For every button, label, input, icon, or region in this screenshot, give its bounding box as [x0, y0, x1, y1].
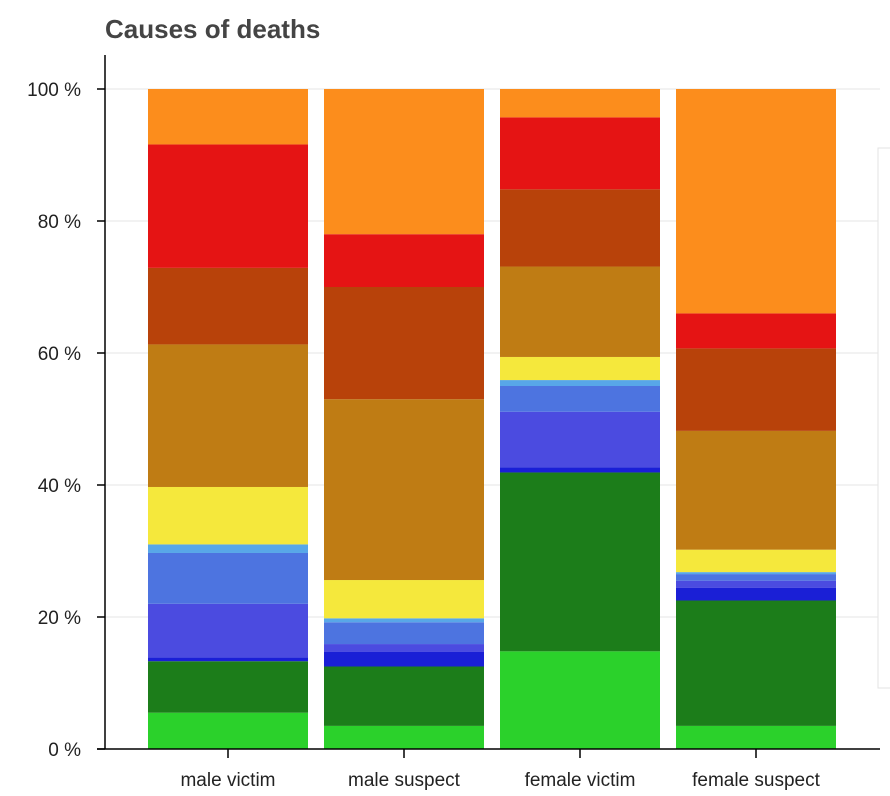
bar-segment — [676, 574, 836, 581]
bar-segment — [324, 622, 484, 645]
bar-segment — [676, 587, 836, 601]
x-category-label: female victim — [525, 770, 636, 791]
bar-segment — [148, 144, 308, 268]
bar-segment — [500, 117, 660, 190]
bar-segment — [676, 572, 836, 575]
bar-segment — [148, 712, 308, 749]
bar-segment — [676, 600, 836, 726]
bar-segment — [500, 467, 660, 473]
bar-segment — [676, 313, 836, 349]
bar-segment — [148, 657, 308, 662]
y-tick-label: 0 % — [48, 740, 81, 761]
bar-segment — [500, 472, 660, 652]
legend — [877, 147, 890, 689]
bar-segment — [148, 544, 308, 553]
bar-segment — [324, 651, 484, 667]
bar-segment — [676, 549, 836, 573]
bar-segment — [148, 552, 308, 604]
bar-segment — [500, 356, 660, 381]
y-tick-label: 40 % — [38, 476, 81, 497]
y-tick-label: 80 % — [38, 212, 81, 233]
bar-segment — [148, 344, 308, 487]
y-tick-label: 100 % — [27, 80, 81, 101]
bar-segment — [324, 89, 484, 235]
bar-segment — [500, 89, 660, 118]
bar-segment — [500, 266, 660, 357]
axes: 0 % 20 % 40 % 60 % 80 % 100 % male victim male … — [27, 55, 880, 791]
bar-segment — [148, 89, 308, 145]
bar-segment — [500, 386, 660, 412]
bar-segment — [324, 644, 484, 652]
bar-segment — [324, 666, 484, 726]
bar-segment — [324, 287, 484, 400]
y-tick-label: 60 % — [38, 344, 81, 365]
bar-segment — [324, 580, 484, 619]
bar-segment — [324, 399, 484, 581]
bar-segment — [500, 411, 660, 468]
bar-segment — [324, 725, 484, 749]
bar-segment — [324, 618, 484, 623]
bar-segment — [676, 725, 836, 749]
x-category-label: female suspect — [692, 770, 821, 791]
bar-segment — [676, 89, 836, 314]
bar-segment — [676, 580, 836, 588]
legend-box — [877, 147, 890, 689]
bar-segment — [148, 267, 308, 345]
x-category-label: male suspect — [348, 770, 461, 791]
chart-title: Causes of deaths — [105, 14, 320, 44]
y-tick-label: 20 % — [38, 608, 81, 629]
bar-segment — [148, 661, 308, 713]
bar-segment — [324, 234, 484, 287]
bars — [148, 89, 836, 749]
bar-segment — [676, 430, 836, 550]
bar-segment — [500, 189, 660, 267]
bar-segment — [148, 603, 308, 658]
bar-segment — [500, 651, 660, 749]
bar-segment — [148, 486, 308, 545]
x-category-label: male victim — [180, 770, 275, 791]
bar-segment — [676, 348, 836, 431]
bar-segment — [500, 380, 660, 386]
